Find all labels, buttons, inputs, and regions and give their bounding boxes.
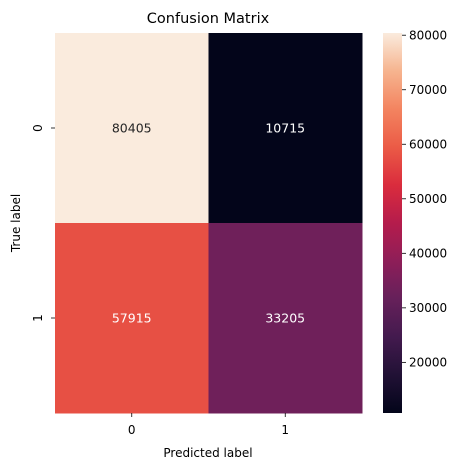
x-tick-label-1: 1 [281, 423, 289, 437]
y-tick-label-0: 0 [31, 124, 45, 132]
cell-value-label-0-0: 80405 [112, 121, 152, 136]
colorbar-gradient [383, 33, 402, 413]
colorbar-tick-label-3: 50000 [409, 192, 447, 206]
y-axis-label: True label [9, 194, 23, 253]
cell-value-label-0-1: 10715 [265, 121, 305, 136]
chart-title: Confusion Matrix [147, 11, 270, 27]
cell-value-label-1-1: 33205 [265, 311, 305, 326]
heatmap-cell-0-1 [208, 33, 363, 224]
colorbar-ticks: 20000 30000 40000 50000 60000 70000 80000 [402, 29, 447, 370]
colorbar-tick-label-4: 60000 [409, 138, 447, 152]
y-axis-ticks: 01 [31, 124, 55, 322]
heatmap-cell-1-1 [208, 223, 363, 414]
heatmap-cells [55, 33, 363, 414]
x-axis-label: Predicted label [163, 446, 252, 460]
y-tick-label-1: 1 [31, 314, 45, 322]
colorbar-tick-label-5: 70000 [409, 83, 447, 97]
heatmap-cell-labels: 80405 10715 57915 33205 [112, 121, 305, 326]
colorbar-tick-label-0: 20000 [409, 356, 447, 370]
cell-value-label-1-0: 57915 [112, 311, 152, 326]
heatmap-cell-1-0 [55, 223, 209, 414]
colorbar [383, 33, 402, 413]
colorbar-tick-label-6: 80000 [409, 29, 447, 43]
colorbar-tick-label-2: 40000 [409, 247, 447, 261]
x-tick-label-0: 0 [128, 423, 136, 437]
heatmap-cell-0-0 [55, 33, 209, 224]
colorbar-tick-label-1: 30000 [409, 301, 447, 315]
